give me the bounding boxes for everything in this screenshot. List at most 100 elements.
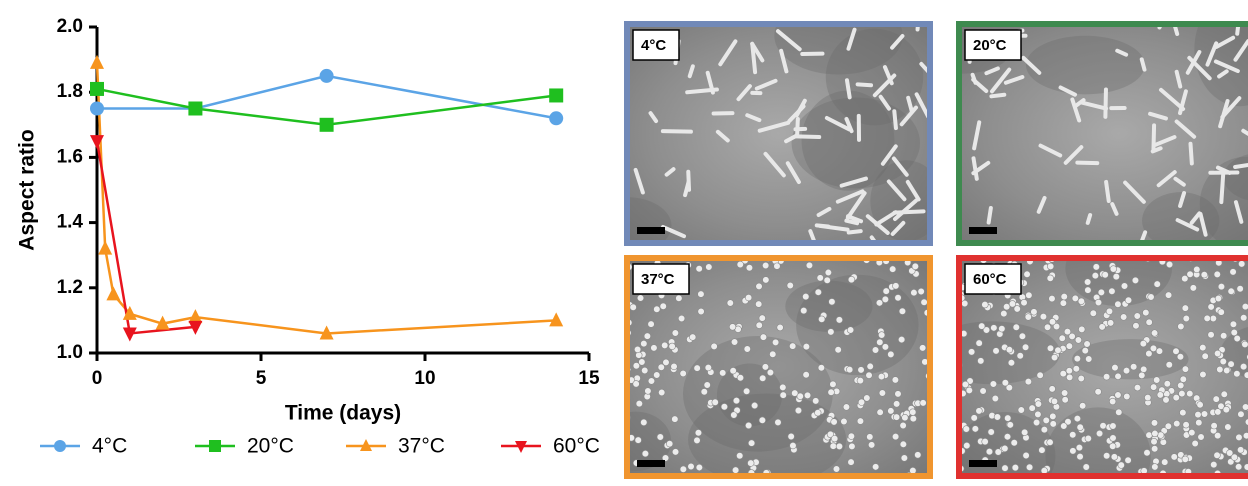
scale-bar [969, 460, 997, 467]
particle [747, 439, 756, 447]
rod [892, 109, 898, 131]
particle [891, 376, 899, 384]
rod [1021, 55, 1042, 75]
particle [1079, 402, 1087, 410]
particle [1013, 305, 1021, 313]
particle [1048, 295, 1056, 303]
particle [671, 415, 679, 423]
stain [1065, 258, 1173, 307]
legend-item: 37°C [346, 435, 445, 458]
stain [1045, 407, 1151, 476]
particle [640, 340, 648, 348]
stain [1199, 156, 1248, 243]
particle [816, 274, 824, 282]
rod [1063, 145, 1084, 165]
particle [1076, 423, 1084, 431]
marker [360, 439, 372, 451]
particle [982, 326, 991, 334]
particle [1018, 332, 1027, 340]
particle [1040, 467, 1048, 475]
particle [1182, 421, 1190, 429]
particle [1233, 370, 1241, 378]
particle [1163, 380, 1171, 388]
rod [1172, 24, 1180, 36]
particle [1179, 375, 1187, 383]
particle [1165, 361, 1173, 369]
particle [762, 276, 770, 284]
particle [736, 452, 744, 460]
stain [1025, 35, 1145, 95]
marker [106, 286, 121, 301]
particle [744, 294, 753, 302]
rod [1233, 200, 1244, 224]
particle [901, 413, 909, 422]
particle [1094, 298, 1103, 307]
particle [892, 413, 901, 421]
particle [710, 342, 718, 350]
x-tick-label: 15 [578, 368, 600, 389]
panel-label: 37°C [641, 271, 675, 288]
particle [1238, 260, 1246, 268]
particle [892, 282, 900, 290]
particle [796, 392, 804, 400]
rod [1241, 128, 1248, 137]
particle [1083, 340, 1091, 348]
particle [1170, 453, 1178, 461]
particle [1201, 352, 1209, 360]
particle [1214, 408, 1222, 416]
particle [835, 442, 844, 450]
legend-label: 37°C [398, 435, 445, 458]
particle [743, 387, 751, 395]
particle [882, 287, 890, 295]
rod [1215, 165, 1232, 175]
particle [1219, 357, 1227, 366]
particle [846, 326, 855, 334]
particle [1077, 297, 1085, 305]
particle [1229, 320, 1238, 328]
particle [994, 448, 1002, 456]
particle [1237, 446, 1245, 454]
stain [688, 393, 847, 476]
rod [794, 134, 822, 140]
particle [789, 342, 797, 350]
marker [549, 111, 564, 126]
particle [848, 442, 856, 450]
particle [1097, 288, 1105, 297]
particle [1150, 419, 1159, 427]
particle [1200, 271, 1208, 279]
particle [962, 425, 970, 433]
rod [785, 161, 801, 185]
rod [1139, 57, 1147, 72]
rod [1148, 111, 1168, 121]
rod [1219, 170, 1226, 205]
particle [1147, 293, 1155, 301]
particle [1059, 370, 1067, 378]
panel-label-box [632, 29, 680, 61]
particle [899, 421, 907, 430]
marker [122, 305, 137, 320]
particle [786, 281, 794, 290]
particle [634, 436, 642, 444]
y-tick-label: 1.2 [57, 277, 83, 298]
panel-label-box [964, 29, 1022, 61]
particle [694, 429, 703, 437]
particle [914, 451, 922, 459]
particle [898, 307, 907, 315]
particle [1200, 410, 1209, 418]
y-tick-label: 1.0 [57, 342, 83, 363]
particle [1033, 418, 1041, 427]
marker [549, 88, 564, 103]
particle [893, 400, 901, 408]
panel-label: 4°C [641, 37, 666, 54]
rod [1115, 48, 1129, 57]
x-axis-title: Time (days) [285, 402, 401, 425]
rod [971, 77, 989, 94]
particle [773, 262, 781, 270]
rod [648, 111, 659, 124]
particle [1131, 276, 1140, 285]
rod [1198, 212, 1208, 237]
particle [987, 428, 995, 436]
particle [1150, 329, 1159, 337]
rod [1189, 211, 1202, 225]
legend-item: 60°C [501, 435, 600, 458]
